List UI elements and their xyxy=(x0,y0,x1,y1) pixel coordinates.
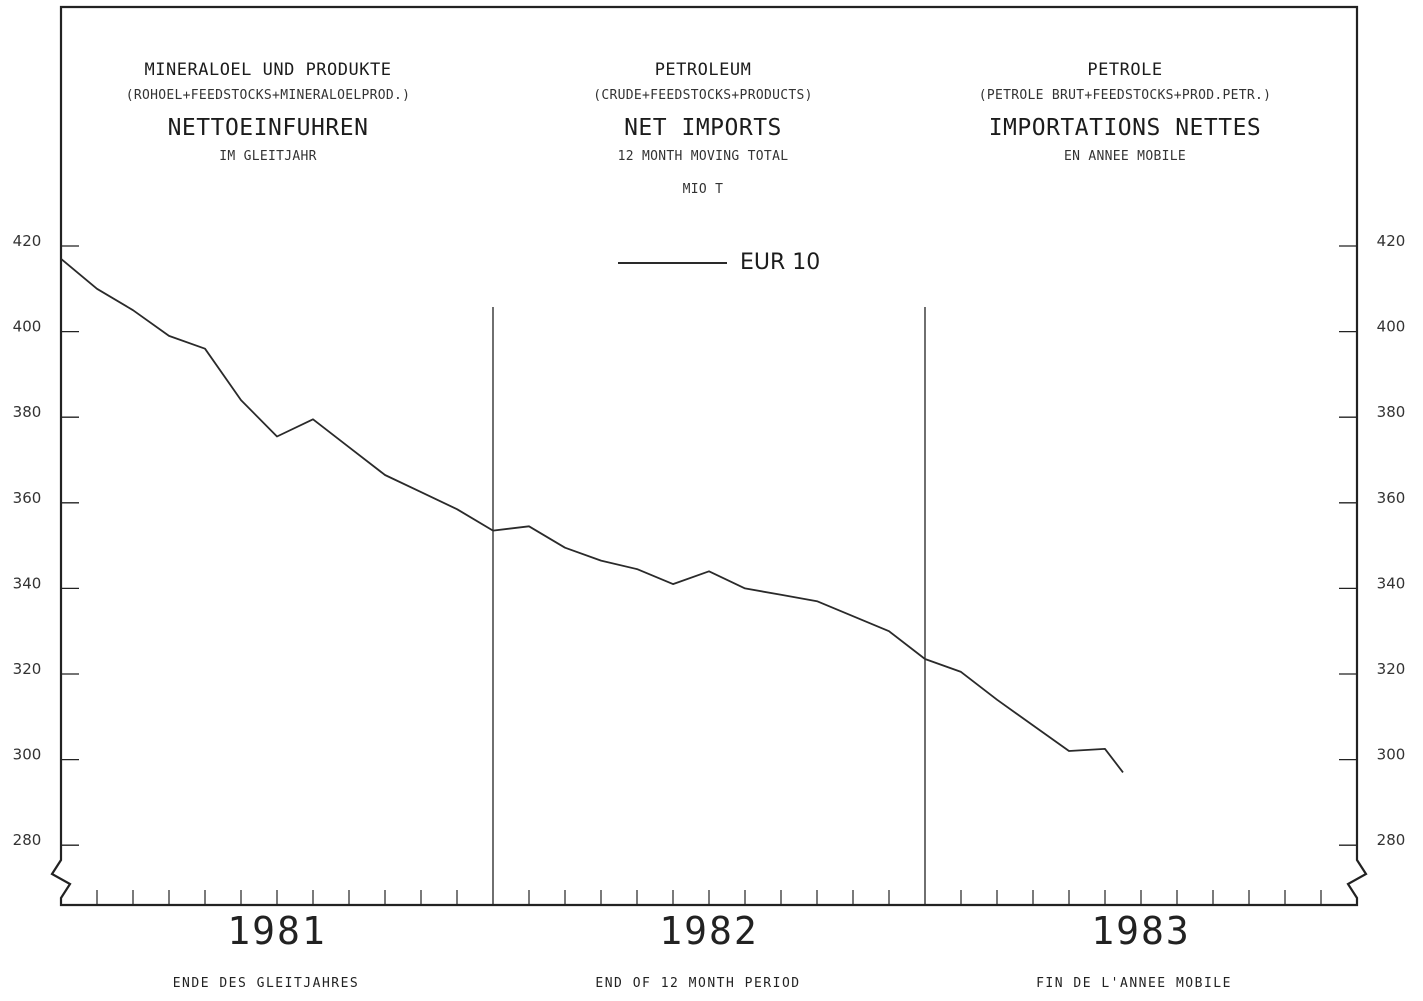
plot-frame xyxy=(50,5,1368,907)
legend-label: EUR 10 xyxy=(740,250,821,275)
y-tick-label-right: 380 xyxy=(1377,403,1406,421)
header-subtitle: EN ANNEE MOBILE xyxy=(1064,149,1186,164)
y-tick-label-left: 340 xyxy=(13,574,42,592)
y-tick-label-right: 360 xyxy=(1377,489,1406,507)
header-subtitle: IM GLEITJAHR xyxy=(219,149,317,164)
y-tick-label-left: 360 xyxy=(13,489,42,507)
x-year-label: 1981 xyxy=(227,909,327,953)
y-tick-label-right: 400 xyxy=(1377,318,1406,336)
y-tick-label-left: 300 xyxy=(13,746,42,764)
header-subject: MINERALOEL UND PRODUKTE xyxy=(144,60,392,80)
footer-label: END OF 12 MONTH PERIOD xyxy=(595,976,800,991)
y-tick-label-right: 280 xyxy=(1377,831,1406,849)
header-subtitle: 12 MONTH MOVING TOTAL xyxy=(617,149,789,164)
header-detail: (CRUDE+FEEDSTOCKS+PRODUCTS) xyxy=(593,88,813,103)
footer-label: ENDE DES GLEITJAHRES xyxy=(173,976,360,991)
header-detail: (ROHOEL+FEEDSTOCKS+MINERALOELPROD.) xyxy=(125,88,411,103)
header-title: NET IMPORTS xyxy=(624,115,782,141)
y-tick-label-left: 280 xyxy=(13,831,42,849)
x-year-label: 1983 xyxy=(1091,909,1191,953)
footer-label: FIN DE L'ANNEE MOBILE xyxy=(1036,976,1232,991)
series-line-eur10 xyxy=(60,258,1124,773)
header-french: PETROLE (PETROLE BRUT+FEEDSTOCKS+PROD.PE… xyxy=(925,60,1325,164)
header-subject: PETROLEUM xyxy=(654,60,752,80)
header-english: PETROLEUM (CRUDE+FEEDSTOCKS+PRODUCTS) NE… xyxy=(503,60,903,197)
y-tick-label-left: 380 xyxy=(13,403,42,421)
y-tick-label-left: 420 xyxy=(13,232,42,250)
header-detail: (PETROLE BRUT+FEEDSTOCKS+PROD.PETR.) xyxy=(978,88,1272,103)
y-tick-label-right: 300 xyxy=(1377,746,1406,764)
header-title: IMPORTATIONS NETTES xyxy=(988,115,1262,141)
y-tick-label-right: 320 xyxy=(1377,660,1406,678)
unit-label: MIO T xyxy=(682,182,724,197)
y-tick-label-right: 420 xyxy=(1377,232,1406,250)
header-title: NETTOEINFUHREN xyxy=(167,115,369,141)
y-tick-label-left: 320 xyxy=(13,660,42,678)
header-subject: PETROLE xyxy=(1087,60,1163,80)
y-tick-label-left: 400 xyxy=(13,318,42,336)
header-german: MINERALOEL UND PRODUKTE (ROHOEL+FEEDSTOC… xyxy=(68,60,468,164)
x-year-label: 1982 xyxy=(659,909,759,953)
y-tick-label-right: 340 xyxy=(1377,574,1406,592)
